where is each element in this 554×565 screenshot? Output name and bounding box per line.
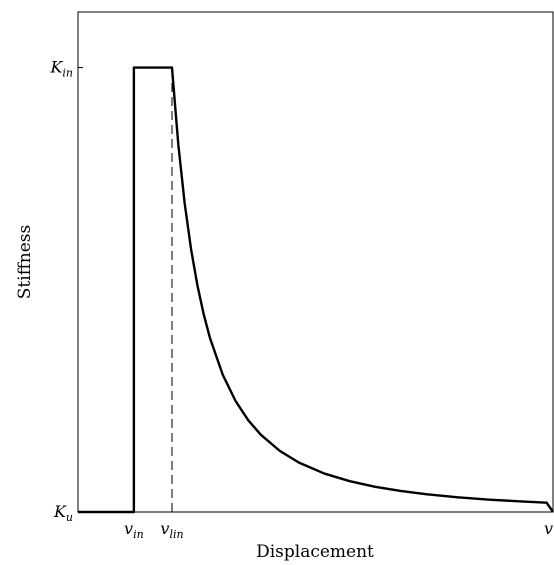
x-tick-label-v_end: v	[544, 519, 553, 538]
y-tick-label-K_in: Kin	[49, 58, 73, 80]
plot-frame	[77, 11, 554, 513]
x-tick-label-v_lin: vlin	[160, 519, 183, 541]
x-tick-label-v_in: vin	[124, 519, 144, 541]
series-layer	[78, 66, 554, 514]
x-axis-label: Displacement	[256, 542, 374, 562]
y-axis-label: Stiffness	[15, 225, 35, 299]
y-tick-label-K_u: Ku	[53, 502, 73, 524]
tick-layer: vin vlin v Ku Kin	[49, 58, 554, 541]
stiffness-curve	[78, 66, 554, 514]
